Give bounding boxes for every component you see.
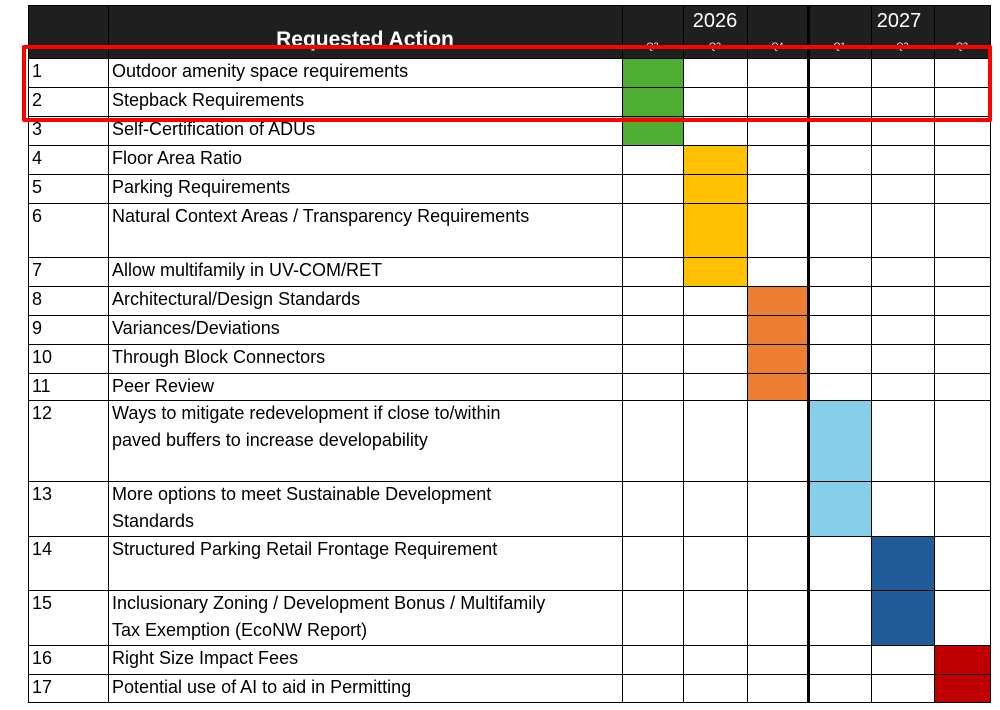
requested-action-text: Structured Parking Retail Frontage Requi…	[112, 539, 498, 559]
requested-action-text: Right Size Impact Fees	[112, 648, 299, 668]
requested-action-text: More options to meet Sustainable Develop…	[112, 484, 492, 504]
schedule-bar	[747, 373, 808, 400]
row-gridline	[28, 373, 991, 374]
requested-action-text: Allow multifamily in UV-COM/RET	[112, 260, 383, 280]
header-bar	[28, 5, 990, 59]
row-gridline	[28, 590, 991, 591]
row-number: 2	[32, 90, 43, 110]
row-number: 12	[32, 403, 53, 423]
requested-action-text: Self-Certification of ADUs	[112, 119, 316, 139]
row-gridline	[28, 257, 991, 258]
row-number: 4	[32, 148, 43, 168]
quarter-divider	[683, 5, 684, 703]
schedule-bar	[747, 286, 808, 315]
schedule-bar	[622, 58, 683, 87]
requested-action-text: Stepback Requirements	[112, 90, 305, 110]
row-gridline	[28, 315, 991, 316]
year-divider	[807, 5, 810, 703]
schedule-bar	[871, 536, 934, 590]
requested-action-text: Inclusionary Zoning / Development Bonus …	[112, 593, 546, 613]
row-number: 3	[32, 119, 43, 139]
quarter-divider	[622, 5, 623, 703]
requested-action-text: Peer Review	[112, 376, 215, 396]
row-gridline	[28, 116, 991, 117]
quarter-divider	[747, 5, 748, 703]
row-gridline	[28, 536, 991, 537]
requested-action-text: Floor Area Ratio	[112, 148, 243, 168]
year-2026: 2026	[692, 10, 738, 32]
left-border	[28, 5, 29, 703]
row-number: 11	[32, 376, 51, 396]
requested-action-text: Standards	[112, 511, 195, 531]
requested-action-text: Natural Context Areas / Transparency Req…	[112, 206, 530, 226]
row-number: 5	[32, 177, 43, 197]
row-number: 6	[32, 206, 43, 226]
row-number: 17	[32, 677, 53, 697]
schedule-bar	[934, 674, 990, 702]
row-gridline	[28, 286, 991, 287]
schedule-bar	[808, 400, 871, 481]
schedule-bar	[683, 203, 747, 257]
schedule-bar	[747, 344, 808, 373]
row-number: 10	[32, 347, 53, 367]
schedule-bar	[683, 257, 747, 286]
row-number: 8	[32, 289, 43, 309]
row-gridline	[28, 674, 991, 675]
requested-action-text: Potential use of AI to aid in Permitting	[112, 677, 412, 697]
row-gridline	[28, 87, 991, 88]
row-number: 9	[32, 318, 43, 338]
row-gridline	[28, 174, 991, 175]
row-number: 13	[32, 484, 53, 504]
requested-action-text: Parking Requirements	[112, 177, 291, 197]
row-gridline	[28, 400, 991, 401]
row-gridline	[28, 702, 991, 703]
quarter-divider	[934, 5, 935, 703]
schedule-bar	[871, 590, 934, 645]
row-number: 7	[32, 260, 43, 280]
row-number: 16	[32, 648, 53, 668]
row-gridline	[28, 58, 991, 59]
row-gridline	[28, 344, 991, 345]
row-number: 1	[32, 61, 43, 81]
requested-action-text: Variances/Deviations	[112, 318, 280, 338]
column-divider	[108, 5, 109, 703]
row-number: 14	[32, 539, 53, 559]
quarter-divider	[871, 5, 872, 703]
requested-action-text: Ways to mitigate redevelopment if close …	[112, 403, 501, 423]
schedule-bar	[747, 315, 808, 344]
requested-action-text: paved buffers to increase developability	[112, 430, 428, 450]
schedule-bar	[683, 145, 747, 174]
row-gridline	[28, 481, 991, 482]
row-number: 15	[32, 593, 53, 613]
top-border	[28, 5, 991, 6]
row-gridline	[28, 145, 991, 146]
schedule-bar	[683, 174, 747, 203]
schedule-bar	[622, 87, 683, 116]
quarter-divider	[990, 5, 991, 703]
requested-action-text: Tax Exemption (EcoNW Report)	[112, 620, 368, 640]
row-gridline	[28, 645, 991, 646]
row-gridline	[28, 203, 991, 204]
requested-action-text: Architectural/Design Standards	[112, 289, 361, 309]
schedule-bar	[934, 645, 990, 674]
year-2027: 2027	[876, 10, 922, 32]
schedule-bar	[808, 481, 871, 536]
highlight-box	[22, 45, 992, 122]
requested-action-text: Through Block Connectors	[112, 347, 326, 367]
requested-action-text: Outdoor amenity space requirements	[112, 61, 409, 81]
